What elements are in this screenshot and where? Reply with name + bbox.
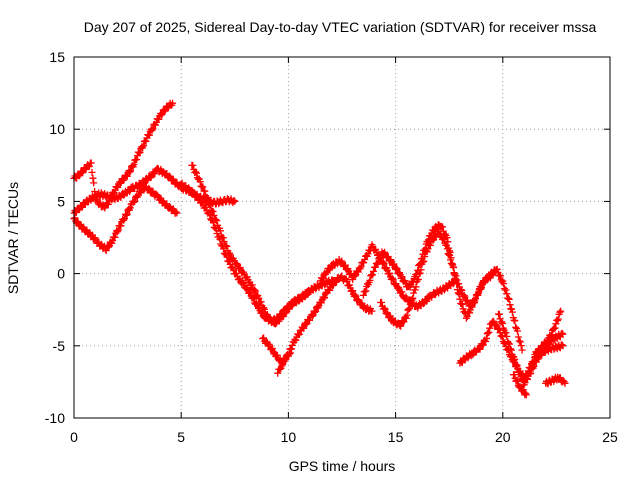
x-tick-label: 0 [70,429,78,445]
chart-title: Day 207 of 2025, Sidereal Day-to-day VTE… [84,19,597,35]
x-tick-label: 15 [388,429,404,445]
data-marks [70,99,569,399]
y-tick-label: 10 [49,121,65,137]
y-tick-label: 0 [57,266,65,282]
data-point-markers [542,373,569,388]
y-tick-label: -5 [53,338,66,354]
data-series [188,161,337,328]
data-series [317,241,460,312]
data-point-markers [495,310,567,389]
data-series [495,310,567,389]
plot-border [73,56,611,419]
x-tick-label: 10 [281,429,297,445]
data-series [377,227,526,354]
axis-ticks: 0 5 10 15 20 25 -10 -5 0 5 10 15 [45,49,618,445]
grid-lines [74,57,610,418]
data-point-markers [531,307,565,358]
data-point-markers [377,227,526,354]
x-tick-label: 5 [177,429,185,445]
data-series [542,373,569,388]
data-point-markers [188,161,337,328]
x-tick-label: 25 [602,429,618,445]
data-series [531,307,565,358]
x-tick-label: 20 [495,429,511,445]
data-point-markers [510,371,530,399]
y-tick-label: -10 [45,410,65,426]
data-point-markers [317,241,460,312]
data-series [510,371,530,399]
y-axis-label: SDTVAR / TECUs [5,182,21,294]
x-axis-label: GPS time / hours [289,458,396,474]
y-tick-label: 5 [57,193,65,209]
y-tick-label: 15 [49,49,65,65]
data-series [274,349,294,377]
data-point-markers [274,349,294,377]
